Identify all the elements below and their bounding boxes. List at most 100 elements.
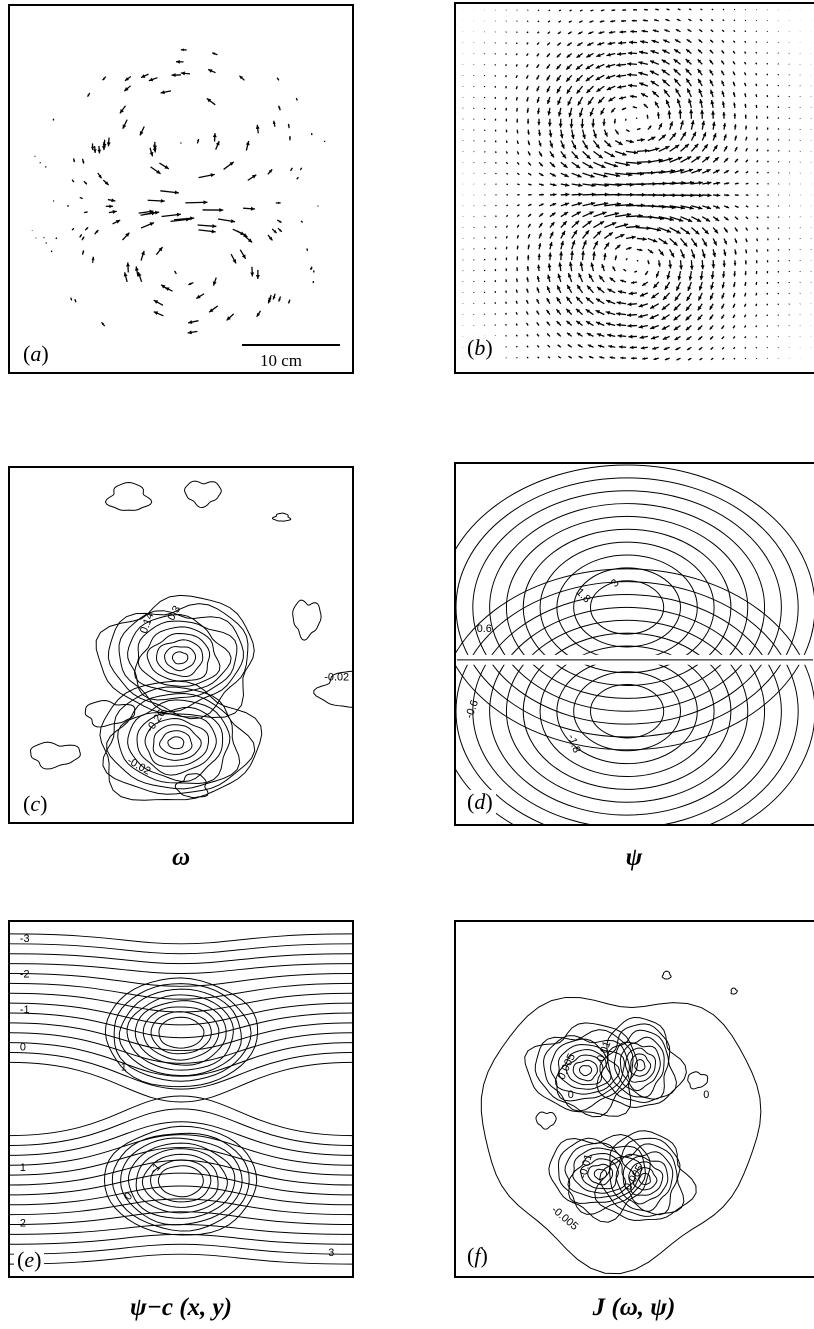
grid-velocity-vector (527, 129, 530, 135)
streamline-upper (10, 1042, 352, 1077)
closed-streamline-upper (134, 1000, 227, 1066)
grid-velocity-vector (658, 237, 668, 245)
grid-velocity-vector (538, 140, 542, 147)
grid-velocity-vector (588, 273, 595, 283)
grid-velocity-vector (733, 29, 736, 33)
grid-velocity-vector (722, 19, 725, 22)
grid-velocity-vector (745, 125, 748, 130)
grid-velocity-vector (494, 140, 497, 143)
grid-velocity-vector (536, 53, 540, 57)
grid-velocity-vector (679, 249, 685, 259)
jacobian-contour (638, 1172, 651, 1186)
grid-velocity-vector (723, 193, 730, 197)
grid-velocity-vector (596, 52, 605, 58)
grid-velocity-vector (701, 143, 709, 152)
grid-velocity-vector (505, 140, 508, 144)
grid-velocity-vector (537, 356, 540, 359)
grid-velocity-vector (666, 8, 670, 11)
vorticity-contour-negative (106, 693, 241, 790)
grid-velocity-vector (686, 38, 692, 44)
grid-velocity-vector (638, 82, 649, 87)
grid-velocity-vector (698, 346, 703, 351)
grid-velocity-vector (549, 221, 555, 228)
grid-velocity-vector (709, 79, 714, 87)
grid-velocity-vector (680, 205, 694, 210)
grid-velocity-vector (506, 194, 509, 196)
grid-velocity-vector (566, 320, 573, 326)
grid-velocity-vector (722, 8, 725, 11)
streamline-lower (10, 1224, 352, 1235)
grid-velocity-vector (697, 48, 703, 54)
grid-velocity-vector (596, 333, 605, 337)
grid-velocity-vector (777, 260, 780, 262)
jacobian-contour (599, 1023, 677, 1104)
grid-velocity-vector (516, 214, 520, 218)
grid-velocity-vector (697, 292, 703, 301)
streamline-upper (10, 953, 352, 965)
grid-velocity-vector (744, 336, 747, 339)
streamline-upper (10, 972, 352, 987)
velocity-vector (171, 73, 181, 78)
velocity-vector (121, 232, 130, 241)
streamline-upper (10, 1061, 352, 1103)
grid-velocity-vector (605, 63, 616, 68)
grid-velocity-vector (675, 281, 682, 291)
grid-velocity-vector (745, 182, 749, 185)
jacobian-contour (615, 1151, 674, 1212)
grid-velocity-vector (744, 260, 747, 265)
grid-velocity-vector (549, 183, 557, 187)
grid-velocity-vector (598, 31, 605, 35)
jacobian-contour (633, 1167, 658, 1191)
grid-velocity-vector (690, 227, 700, 235)
grid-velocity-vector (527, 172, 532, 176)
grid-velocity-vector (537, 129, 542, 137)
grid-velocity-vector (525, 74, 529, 79)
jacobian-contour (596, 1016, 687, 1109)
velocity-vector (106, 137, 111, 147)
grid-velocity-vector (515, 42, 518, 45)
grid-velocity-vector (558, 9, 562, 12)
grid-velocity-vector (484, 140, 486, 142)
grid-velocity-vector (701, 131, 707, 141)
grid-velocity-vector (777, 227, 780, 229)
grid-velocity-vector (581, 240, 587, 250)
grid-velocity-vector (589, 107, 595, 117)
grid-velocity-vector (578, 272, 584, 283)
caption-streamfunction: ψ (625, 844, 643, 871)
grid-velocity-vector (658, 134, 667, 142)
grid-velocity-vector (494, 161, 497, 164)
grid-velocity-vector (608, 30, 616, 34)
jacobian-contour (557, 1137, 646, 1215)
grid-velocity-vector (723, 182, 730, 185)
grid-velocity-vector (662, 335, 670, 341)
grid-velocity-vector (669, 168, 685, 174)
velocity-vector (267, 168, 273, 175)
grid-velocity-vector (620, 356, 627, 360)
grid-velocity-vector (505, 107, 508, 111)
grid-velocity-vector (661, 303, 671, 311)
grid-velocity-vector (638, 61, 649, 65)
velocity-vector (247, 174, 257, 181)
grid-velocity-vector (618, 96, 627, 100)
velocity-vector (212, 133, 217, 142)
grid-velocity-vector (603, 140, 612, 148)
contour-label: -2 (20, 968, 30, 980)
grid-velocity-vector (655, 270, 660, 278)
velocity-vector (155, 246, 164, 256)
grid-velocity-vector (712, 132, 717, 141)
velocity-vector (105, 204, 113, 209)
panel-label-a: (a) (20, 342, 52, 366)
grid-velocity-vector (636, 127, 641, 131)
grid-velocity-vector (767, 160, 769, 163)
grid-velocity-vector (721, 90, 725, 98)
grid-velocity-vector (766, 52, 769, 54)
grid-velocity-vector (538, 183, 544, 186)
grid-velocity-vector (560, 220, 568, 229)
grid-velocity-vector (591, 118, 596, 128)
grid-velocity-vector (494, 64, 497, 66)
grid-velocity-vector (579, 107, 584, 118)
grid-velocity-vector (625, 257, 628, 261)
grid-velocity-vector (559, 251, 564, 261)
grid-velocity-vector (515, 334, 518, 337)
